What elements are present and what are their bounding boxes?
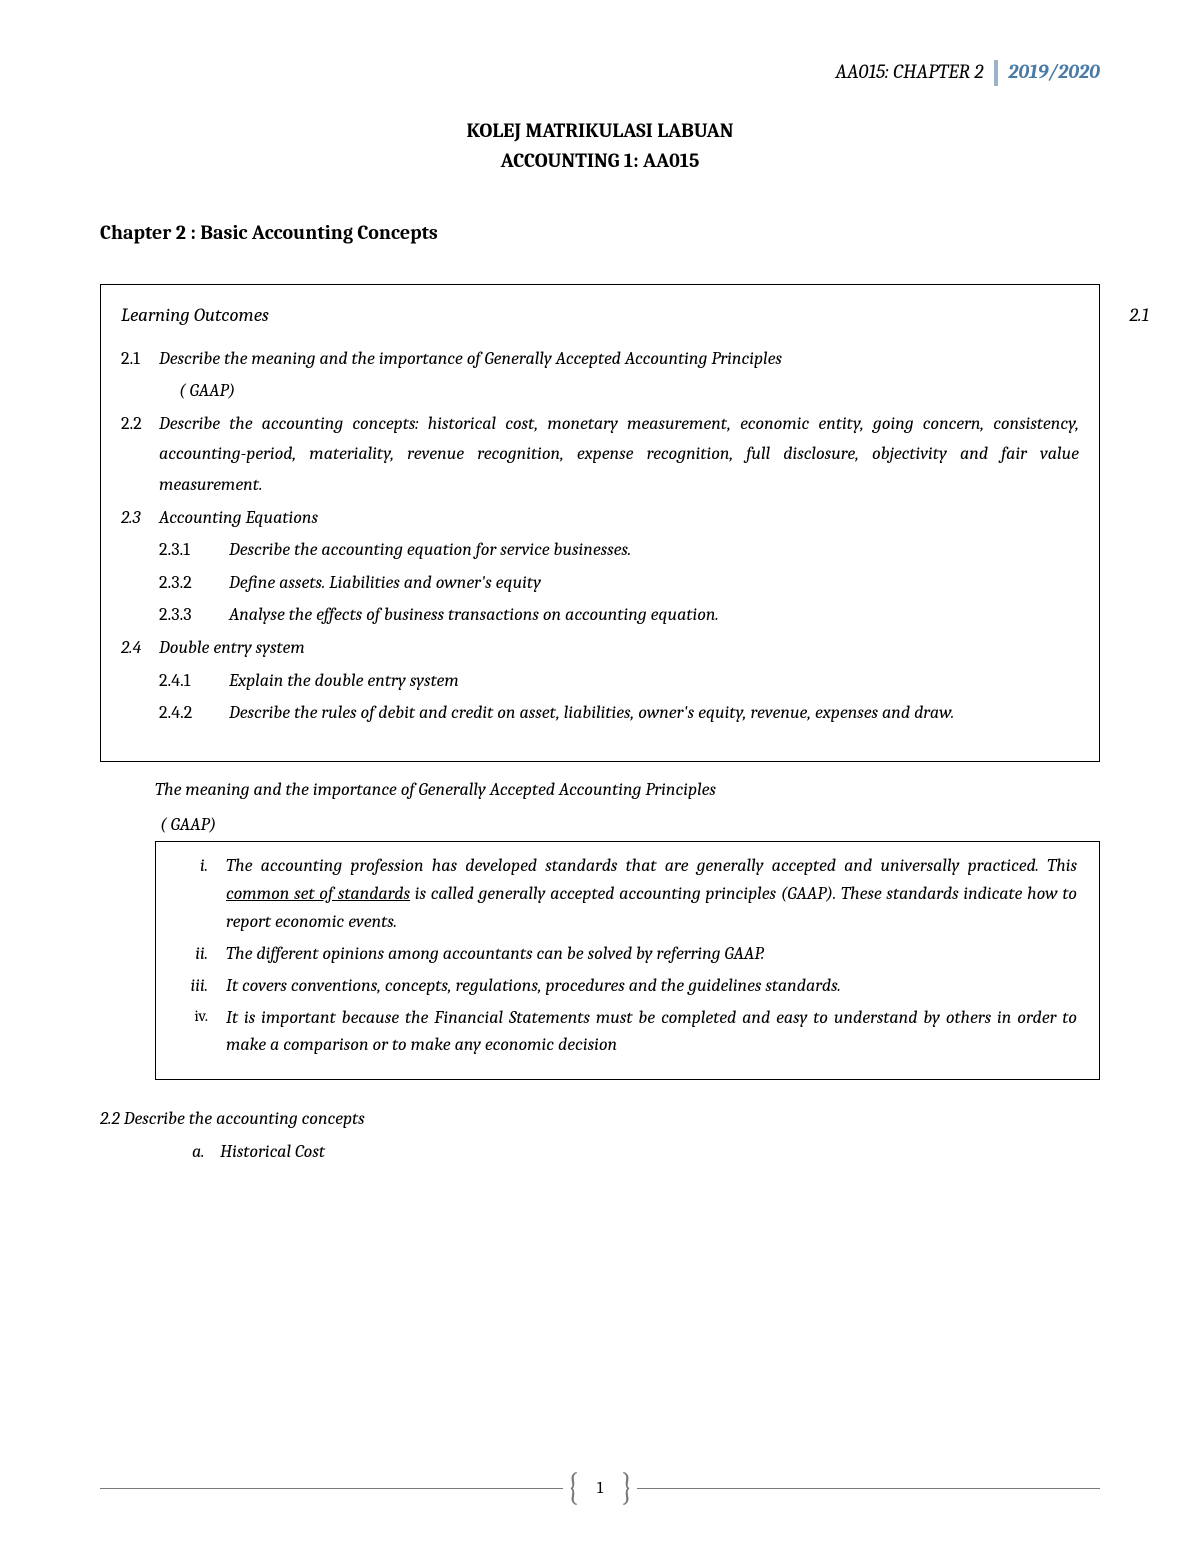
header-course-code: AA015: CHAPTER 2 (835, 60, 983, 83)
title-line-1: KOLEJ MATRIKULASI LABUAN (100, 116, 1100, 146)
learning-outcomes-box: 2.1 Learning Outcomes 2.1 Describe the m… (100, 284, 1100, 761)
footer-line-right (637, 1488, 1100, 1489)
gaap-num: i. (178, 852, 226, 936)
sub-letter: a. (192, 1137, 220, 1168)
gaap-point: iii. It covers conventions, concepts, re… (178, 972, 1077, 1000)
outcome-number: 2.4 (121, 633, 159, 664)
sub-number: 2.3.1 (159, 535, 229, 566)
page-number: 1 (583, 1479, 617, 1498)
section-22-sub: a.Historical Cost (100, 1137, 1100, 1168)
gaap-intro: The meaning and the importance of Genera… (100, 774, 1100, 806)
gaap-box: i. The accounting profession has develop… (155, 841, 1100, 1080)
sub-text: Define assets. Liabilities and owner's e… (229, 568, 1079, 599)
header-year: 2019/2020 (1008, 60, 1100, 83)
page-header: AA015: CHAPTER 2 2019/2020 (100, 60, 1100, 86)
outcomes-heading: Learning Outcomes (121, 299, 1079, 331)
sub-number: 2.3.3 (159, 600, 229, 631)
gaap-num: ii. (178, 940, 226, 968)
outcome-item-cont: ( GAAP) (121, 376, 1079, 407)
sub-label: Historical Cost (220, 1141, 325, 1162)
chapter-title: Chapter 2 : Basic Accounting Concepts (100, 221, 1100, 244)
sub-text: Describe the rules of debit and credit o… (229, 698, 1079, 729)
gaap-text: It covers conventions, concepts, regulat… (226, 972, 1077, 1000)
gaap-num: iii. (178, 972, 226, 1000)
outcome-sub-item: 2.4.1 Explain the double entry system (121, 666, 1079, 697)
outcome-item: 2.2 Describe the accounting concepts: hi… (121, 409, 1079, 501)
outcome-item: 2.3 Accounting Equations (121, 503, 1079, 534)
footer-line-left (100, 1488, 563, 1489)
outcome-item: 2.1 Describe the meaning and the importa… (121, 344, 1079, 375)
outcome-number: 2.2 (121, 409, 159, 501)
outcome-text: Describe the meaning and the importance … (159, 344, 1079, 375)
outcome-number: 2.1 (121, 344, 159, 375)
gaap-text: The different opinions among accountants… (226, 940, 1077, 968)
underlined-text: common set of standards (226, 883, 410, 904)
sub-text: Describe the accounting equation for ser… (229, 535, 1079, 566)
outcome-number: 2.3 (121, 503, 159, 534)
sub-number: 2.3.2 (159, 568, 229, 599)
header-divider (994, 60, 998, 86)
sub-text: Explain the double entry system (229, 666, 1079, 697)
outcome-sub-item: 2.3.2 Define assets. Liabilities and own… (121, 568, 1079, 599)
gaap-point: iv. It is important because the Financia… (178, 1004, 1077, 1060)
document-title: KOLEJ MATRIKULASI LABUAN ACCOUNTING 1: A… (100, 116, 1100, 176)
gaap-text: The accounting profession has developed … (226, 852, 1077, 936)
outcome-sub-item: 2.4.2 Describe the rules of debit and cr… (121, 698, 1079, 729)
section-22-title: 2.2 Describe the accounting concepts (100, 1104, 1100, 1135)
gaap-point: i. The accounting profession has develop… (178, 852, 1077, 936)
outcome-text: Accounting Equations (159, 503, 1079, 534)
outcome-sub-item: 2.3.1 Describe the accounting equation f… (121, 535, 1079, 566)
gaap-text: It is important because the Financial St… (226, 1004, 1077, 1060)
outcome-sub-item: 2.3.3 Analyse the effects of business tr… (121, 600, 1079, 631)
outcome-item: 2.4 Double entry system (121, 633, 1079, 664)
sub-text: Analyse the effects of business transact… (229, 600, 1079, 631)
outcome-text-cont: ( GAAP) (159, 376, 1079, 407)
gaap-sub: ( GAAP) (100, 814, 1100, 835)
sub-number: 2.4.2 (159, 698, 229, 729)
gaap-point: ii. The different opinions among account… (178, 940, 1077, 968)
side-marker: 2.1 (1129, 299, 1149, 331)
outcome-text: Double entry system (159, 633, 1079, 664)
sub-number: 2.4.1 (159, 666, 229, 697)
section-2-2: 2.2 Describe the accounting concepts a.H… (100, 1104, 1100, 1167)
footer-bracket-left: { (563, 1469, 583, 1508)
outcome-text: Describe the accounting concepts: histor… (159, 409, 1079, 501)
page-footer: { 1 } (100, 1473, 1100, 1503)
gaap-num: iv. (178, 1004, 226, 1060)
gaap-section: The meaning and the importance of Genera… (100, 774, 1100, 1081)
title-line-2: ACCOUNTING 1: AA015 (100, 146, 1100, 176)
footer-bracket-right: } (617, 1469, 637, 1508)
